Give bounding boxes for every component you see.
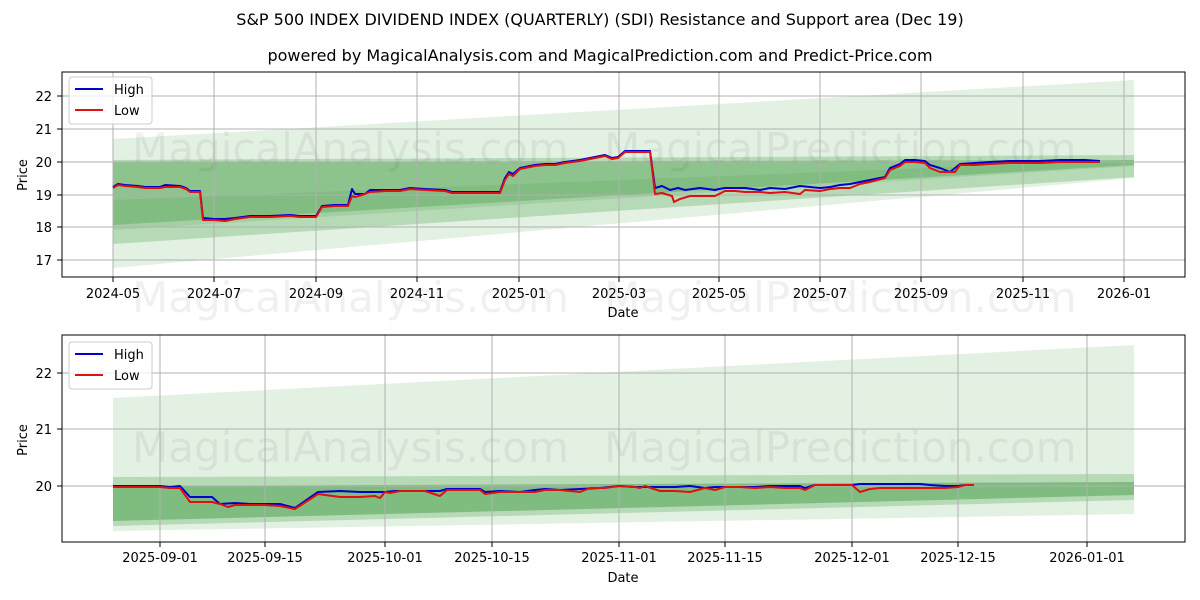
x-tick: 2025-05 — [692, 287, 746, 302]
watermark-magicalanalysis-top: MagicalAnalysis.com — [132, 124, 569, 173]
bottom-grid — [62, 335, 1185, 542]
top-y-axis: 22 21 20 19 18 17 Price — [16, 90, 62, 269]
top-low-line — [112, 151, 1100, 222]
legend-high-label: High — [114, 83, 144, 98]
bottom-legend: High Low — [68, 341, 153, 390]
bottom-x-axis: 2025-09-01 2025-09-15 2025-10-01 2025-10… — [122, 542, 1125, 586]
top-x-axis-label: Date — [607, 306, 638, 321]
x-tick: 2024-05 — [86, 287, 140, 302]
bottom-y-axis-label: Price — [16, 424, 31, 456]
y-tick-18: 18 — [35, 221, 52, 236]
legend-low-label: Low — [114, 104, 140, 119]
bottom-axes-frame — [61, 334, 1186, 543]
y-tick-22: 22 — [35, 367, 52, 382]
top-y-axis-label: Price — [16, 159, 31, 191]
x-tick: 2025-11-01 — [581, 551, 657, 566]
y-tick-19: 19 — [35, 189, 52, 204]
x-tick: 2026-01 — [1097, 287, 1151, 302]
top-grid — [62, 72, 1185, 277]
top-legend: High Low — [68, 76, 153, 125]
y-tick-22: 22 — [35, 90, 52, 105]
x-tick: 2024-09 — [289, 287, 343, 302]
top-axes-frame — [61, 71, 1186, 278]
watermark-magicalanalysis-bottom: MagicalAnalysis.com — [132, 423, 569, 472]
top-chart: MagicalAnalysis.com MagicalPrediction.co… — [16, 71, 1186, 322]
bottom-low-line — [113, 484, 974, 510]
y-tick-20: 20 — [35, 156, 52, 171]
bottom-y-axis: 22 21 20 Price — [16, 367, 62, 495]
x-tick: 2025-10-15 — [454, 551, 530, 566]
bottom-chart: MagicalAnalysis.com MagicalPrediction.co… — [16, 334, 1186, 586]
y-tick-21: 21 — [35, 423, 52, 438]
y-tick-17: 17 — [35, 254, 52, 269]
x-tick: 2025-12-15 — [920, 551, 996, 566]
x-tick: 2025-09 — [894, 287, 948, 302]
y-tick-20: 20 — [35, 480, 52, 495]
legend-low-label: Low — [114, 369, 140, 384]
x-tick: 2025-09-15 — [227, 551, 303, 566]
watermark-magicalanalysis-mid: MagicalAnalysis.com — [132, 273, 569, 322]
legend-high-label: High — [114, 348, 144, 363]
x-tick: 2025-11-15 — [687, 551, 763, 566]
band-inner-dark — [113, 160, 1134, 225]
x-tick: 2025-09-01 — [122, 551, 198, 566]
watermark-magicalprediction-mid: MagicalPrediction.com — [604, 273, 1077, 322]
watermark-magicalprediction-top: MagicalPrediction.com — [604, 124, 1077, 173]
x-tick: 2025-01 — [492, 287, 546, 302]
x-tick: 2025-07 — [793, 287, 847, 302]
top-x-axis: 2024-05 2024-07 2024-09 2024-11 2025-01 … — [86, 277, 1151, 321]
x-tick: 2026-01-01 — [1049, 551, 1125, 566]
x-tick: 2025-11 — [996, 287, 1050, 302]
x-tick: 2024-07 — [187, 287, 241, 302]
chart-title: S&P 500 INDEX DIVIDEND INDEX (QUARTERLY)… — [236, 10, 964, 29]
chart-subtitle: powered by MagicalAnalysis.com and Magic… — [267, 46, 933, 65]
x-tick: 2025-10-01 — [347, 551, 423, 566]
watermark-magicalprediction-bottom: MagicalPrediction.com — [604, 423, 1077, 472]
x-tick: 2025-12-01 — [814, 551, 890, 566]
x-tick: 2024-11 — [390, 287, 444, 302]
band-outer-light — [113, 80, 1134, 268]
top-support-resistance-bands — [113, 80, 1134, 268]
x-tick: 2025-03 — [592, 287, 646, 302]
y-tick-21: 21 — [35, 123, 52, 138]
bottom-x-axis-label: Date — [607, 571, 638, 586]
